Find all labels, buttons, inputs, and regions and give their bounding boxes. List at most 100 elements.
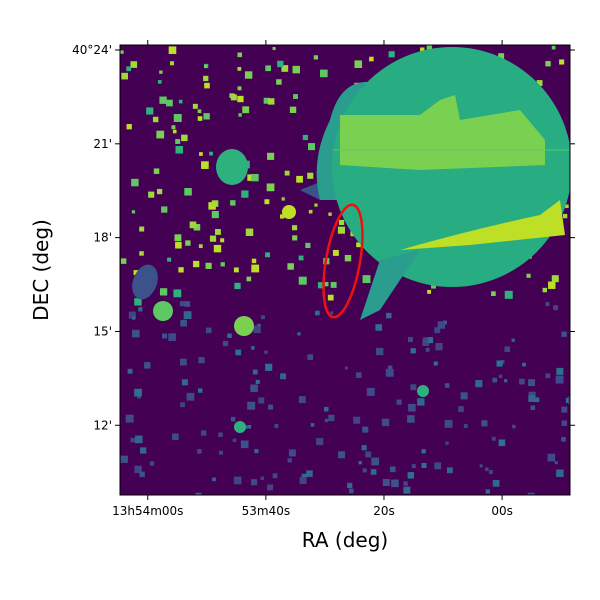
source: [133, 270, 139, 276]
source: [203, 113, 210, 120]
source: [308, 143, 316, 151]
x-tick-label: 00s: [491, 504, 513, 518]
source: [284, 170, 290, 176]
source: [427, 337, 434, 344]
source: [254, 449, 259, 454]
source: [230, 416, 236, 422]
source: [199, 152, 203, 156]
source: [551, 45, 556, 50]
source: [244, 71, 253, 79]
source: [293, 94, 298, 99]
source: [230, 200, 236, 206]
source: [156, 188, 163, 195]
source: [504, 290, 513, 299]
source: [492, 377, 498, 383]
source: [330, 311, 334, 315]
source: [528, 379, 536, 387]
source: [559, 59, 565, 65]
source: [421, 462, 427, 469]
source: [232, 438, 237, 443]
source: [247, 401, 256, 410]
source: [568, 396, 570, 405]
source: [530, 405, 536, 411]
source: [542, 287, 547, 293]
source: [125, 414, 134, 423]
source: [137, 394, 141, 399]
source: [339, 219, 345, 226]
source: [260, 476, 264, 480]
y-tick-label: 40°24': [72, 43, 112, 57]
band: [340, 95, 545, 170]
source: [209, 151, 213, 156]
source: [511, 338, 515, 342]
source: [528, 395, 536, 402]
source: [211, 211, 219, 219]
source: [134, 435, 143, 444]
y-axis-label: DEC (deg): [29, 219, 53, 321]
source: [201, 430, 207, 436]
source: [512, 424, 516, 429]
source: [197, 109, 202, 114]
source: [407, 472, 415, 479]
source: [561, 436, 566, 442]
source: [434, 462, 442, 470]
source: [140, 447, 147, 454]
source: [281, 65, 289, 72]
source: [134, 465, 142, 474]
source: [297, 332, 301, 336]
source: [211, 200, 219, 207]
source: [421, 449, 426, 454]
source: [317, 282, 325, 289]
source: [268, 98, 275, 105]
source: [238, 113, 242, 117]
source: [179, 358, 187, 366]
source: [237, 95, 244, 103]
source: [354, 60, 363, 68]
source: [258, 397, 265, 404]
source: [410, 384, 417, 391]
source: [425, 347, 430, 352]
source: [355, 372, 362, 378]
source: [298, 396, 306, 404]
source: [407, 337, 413, 343]
source: [527, 492, 535, 495]
source: [299, 476, 307, 484]
image: [120, 45, 570, 495]
source: [553, 305, 559, 311]
source: [227, 333, 232, 338]
source: [174, 234, 182, 242]
source: [289, 106, 297, 113]
source: [362, 468, 367, 473]
source: [344, 254, 352, 262]
source: [212, 477, 216, 482]
source: [251, 173, 259, 182]
source: [330, 281, 337, 288]
source: [386, 312, 392, 319]
source: [241, 190, 249, 198]
blob: [153, 301, 173, 321]
source: [175, 139, 181, 144]
source: [192, 103, 198, 109]
source: [247, 174, 254, 181]
source: [361, 445, 367, 451]
source: [313, 55, 318, 60]
x-tick-label: 20s: [373, 504, 395, 518]
source: [146, 107, 154, 115]
source: [366, 387, 375, 396]
source: [180, 402, 185, 408]
source: [387, 365, 393, 371]
source: [237, 52, 243, 58]
source: [323, 406, 329, 412]
source: [134, 388, 142, 397]
source: [308, 209, 313, 214]
source: [220, 262, 225, 267]
source: [220, 238, 225, 243]
source: [198, 356, 205, 364]
source: [460, 392, 468, 400]
source: [375, 324, 382, 331]
source: [120, 50, 124, 54]
source: [420, 47, 425, 52]
blob: [282, 205, 296, 219]
source: [562, 213, 568, 219]
source: [274, 423, 279, 428]
